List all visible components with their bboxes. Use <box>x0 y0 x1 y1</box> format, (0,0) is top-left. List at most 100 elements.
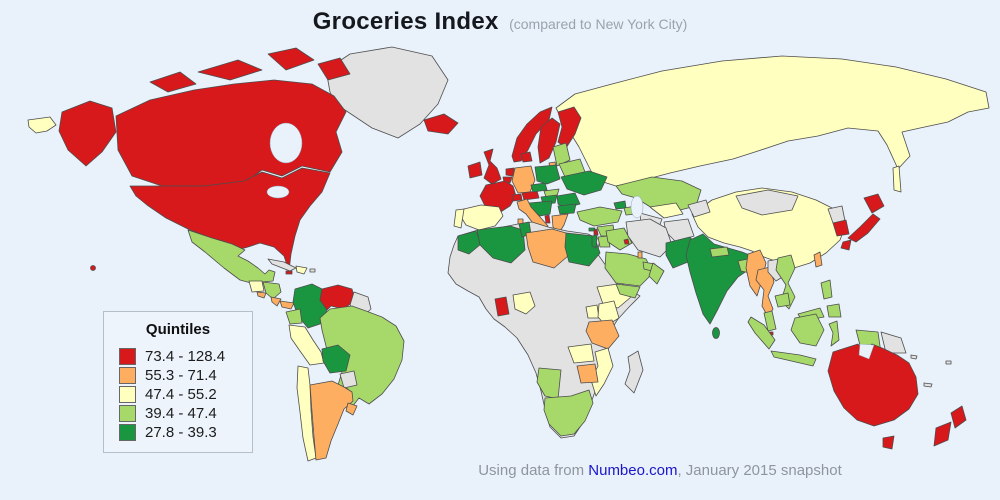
country-kyrgyzstan-tajikistan[interactable] <box>687 199 711 218</box>
country-france[interactable] <box>479 180 517 214</box>
country-israel[interactable] <box>591 234 598 249</box>
country-dominican-republic[interactable] <box>295 265 308 275</box>
country-tasmania[interactable] <box>882 435 895 450</box>
country-switzerland[interactable] <box>511 193 523 202</box>
country-bulgaria[interactable] <box>557 203 577 215</box>
country-russia-sakhalin[interactable] <box>892 165 902 193</box>
country-greenland[interactable] <box>325 46 449 139</box>
country-myanmar[interactable] <box>745 249 767 297</box>
country-hawaii[interactable] <box>90 265 96 271</box>
country-turkey[interactable] <box>576 206 623 227</box>
country-jordan[interactable] <box>597 235 611 248</box>
country-canada-arctic-island-3[interactable] <box>149 71 197 93</box>
country-albania[interactable] <box>544 214 551 224</box>
country-paraguay[interactable] <box>339 370 358 389</box>
country-japan-kyushu[interactable] <box>840 239 852 251</box>
country-canada-arctic-island-4[interactable] <box>317 57 351 81</box>
country-panama[interactable] <box>279 300 295 310</box>
country-poland[interactable] <box>534 164 561 185</box>
country-philippines-luzon[interactable] <box>820 279 833 300</box>
country-south-africa[interactable] <box>543 389 594 437</box>
country-uzbekistan[interactable] <box>649 202 684 219</box>
country-indonesia-java[interactable] <box>770 350 817 367</box>
country-papua-new-guinea[interactable] <box>880 331 907 354</box>
country-vietnam[interactable] <box>775 254 796 310</box>
country-japan-hokkaido[interactable] <box>863 193 885 214</box>
country-new-caledonia[interactable] <box>923 382 933 388</box>
country-zimbabwe[interactable] <box>576 363 599 384</box>
country-new-zealand-south[interactable] <box>933 421 952 447</box>
country-india[interactable] <box>685 233 753 325</box>
legend-swatch-q4 <box>119 405 136 422</box>
country-netherlands[interactable] <box>505 167 515 177</box>
country-ecuador[interactable] <box>285 308 303 325</box>
numbeo-link[interactable]: Numbeo.com <box>588 462 678 479</box>
country-indonesia-sulawesi[interactable] <box>828 320 840 347</box>
country-honduras-nicaragua[interactable] <box>262 281 282 300</box>
country-sri-lanka[interactable] <box>712 327 720 339</box>
attribution-prefix: Using data from <box>478 462 589 479</box>
country-qatar[interactable] <box>637 251 643 259</box>
country-sweden[interactable] <box>537 117 561 164</box>
country-guatemala[interactable] <box>248 280 265 293</box>
country-iraq[interactable] <box>605 227 633 251</box>
country-morocco[interactable] <box>457 230 482 255</box>
hudson-bay <box>269 122 303 164</box>
country-ireland[interactable] <box>467 161 483 179</box>
country-taiwan[interactable] <box>813 251 823 268</box>
country-mexico[interactable] <box>187 229 276 284</box>
country-south-korea[interactable] <box>832 219 850 237</box>
legend-label-q1: 73.4 - 128.4 <box>145 348 226 365</box>
country-canada-arctic-island-1[interactable] <box>197 59 263 81</box>
country-bolivia[interactable] <box>321 344 351 374</box>
country-baltics[interactable] <box>552 142 571 167</box>
country-iceland[interactable] <box>423 113 459 135</box>
country-madagascar[interactable] <box>624 350 644 394</box>
country-puerto-rico[interactable] <box>309 268 316 273</box>
country-alaska[interactable] <box>58 100 117 167</box>
country-czechia[interactable] <box>530 182 548 193</box>
country-uk[interactable] <box>483 148 502 185</box>
country-zambia[interactable] <box>567 343 595 364</box>
country-ukraine[interactable] <box>560 170 608 196</box>
country-libya[interactable] <box>525 228 569 269</box>
legend-swatch-q2 <box>119 367 136 384</box>
country-jamaica[interactable] <box>285 270 293 275</box>
country-ghana[interactable] <box>494 296 510 317</box>
country-costa-rica[interactable] <box>270 296 282 307</box>
country-kazakhstan[interactable] <box>615 176 702 213</box>
country-russia-chukotka[interactable] <box>27 116 57 134</box>
country-saudi-arabia[interactable] <box>604 251 654 287</box>
country-indonesia-sumatra[interactable] <box>747 316 776 350</box>
legend-item: 55.3 - 71.4 <box>104 366 252 385</box>
country-mongolia[interactable] <box>735 189 799 216</box>
country-new-zealand-north[interactable] <box>950 405 967 429</box>
country-canada-arctic-island-2[interactable] <box>267 47 315 71</box>
country-denmark[interactable] <box>520 151 533 163</box>
country-yemen[interactable] <box>615 283 641 299</box>
country-greece[interactable] <box>551 213 569 234</box>
country-algeria[interactable] <box>476 225 526 264</box>
country-uruguay[interactable] <box>345 402 358 416</box>
country-oman[interactable] <box>648 262 665 285</box>
country-malaysia-peninsula[interactable] <box>763 310 777 332</box>
country-philippines-mindanao[interactable] <box>826 303 842 318</box>
country-indonesia-borneo[interactable] <box>790 313 825 347</box>
country-austria[interactable] <box>521 190 540 201</box>
country-el-salvador[interactable] <box>256 291 267 299</box>
country-kuwait[interactable] <box>623 238 630 245</box>
country-uganda[interactable] <box>585 304 600 319</box>
country-finland[interactable] <box>557 106 582 149</box>
country-mozambique[interactable] <box>590 347 614 397</box>
country-japan-honshu[interactable] <box>847 213 881 243</box>
country-nepal[interactable] <box>709 246 730 258</box>
country-lebanon[interactable] <box>593 228 599 236</box>
country-portugal[interactable] <box>453 208 465 229</box>
country-fiji[interactable] <box>945 360 952 365</box>
country-solomon-islands[interactable] <box>910 354 918 360</box>
country-nigeria[interactable] <box>512 291 536 315</box>
country-argentina[interactable] <box>309 380 354 461</box>
legend-item: 39.4 - 47.4 <box>104 404 252 423</box>
country-cuba[interactable] <box>267 258 297 272</box>
country-cambodia[interactable] <box>774 292 791 308</box>
